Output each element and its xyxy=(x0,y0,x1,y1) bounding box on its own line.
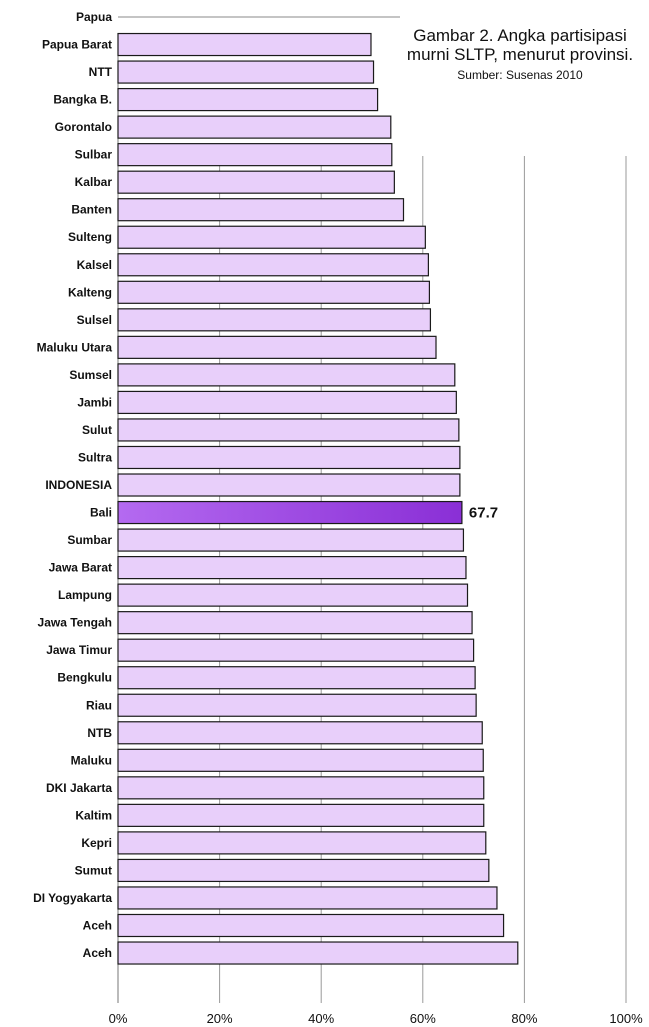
category-label: Aceh xyxy=(83,918,112,932)
bar xyxy=(117,611,473,635)
bar xyxy=(117,418,460,442)
category-label: Sulut xyxy=(82,423,112,437)
bar xyxy=(117,555,467,580)
bar xyxy=(117,308,432,332)
category-label: Maluku xyxy=(71,753,112,767)
category-label: Bengkulu xyxy=(57,671,112,685)
category-label: Maluku Utara xyxy=(37,340,113,354)
category-label: Papua Barat xyxy=(42,38,112,52)
category-label: Sulsel xyxy=(77,313,112,327)
x-tick-label: 0% xyxy=(109,1011,128,1026)
bar xyxy=(117,693,477,717)
category-label: DKI Jakarta xyxy=(46,781,112,795)
x-tick-label: 60% xyxy=(410,1011,436,1026)
x-tick-label: 40% xyxy=(308,1011,334,1026)
bar xyxy=(117,666,476,690)
bar xyxy=(117,583,469,607)
category-label: INDONESIA xyxy=(45,478,112,492)
category-label: Aceh xyxy=(83,946,112,960)
bar xyxy=(117,225,426,249)
category-label: Kepri xyxy=(81,836,112,850)
category-label: Banten xyxy=(71,203,112,217)
chart-title: Gambar 2. Angka partisipasi murni SLTP, … xyxy=(406,26,634,64)
category-label: Kalsel xyxy=(77,258,112,272)
category-label: NTB xyxy=(87,726,112,740)
category-label: Gorontalo xyxy=(55,120,112,134)
category-label: Papua xyxy=(76,10,112,24)
category-label: Sulbar xyxy=(75,148,113,162)
category-label: Jawa Barat xyxy=(49,561,112,575)
bar xyxy=(117,115,392,139)
bar xyxy=(117,143,393,167)
category-label: Jawa Timur xyxy=(46,643,112,657)
bar xyxy=(117,941,519,965)
bar xyxy=(117,87,379,112)
category-label: Jawa Tengah xyxy=(38,616,112,630)
category-label: Sumut xyxy=(75,863,112,877)
category-label: Lampung xyxy=(58,588,112,602)
bar xyxy=(117,280,431,304)
chart-caption: Gambar 2. Angka partisipasi murni SLTP, … xyxy=(402,26,638,82)
bar xyxy=(117,253,429,277)
bar xyxy=(117,858,490,883)
x-tick-label: 20% xyxy=(207,1011,233,1026)
category-labels: Papua Papua Barat NTT Bangka B. Gorontalo Sul… xyxy=(33,10,113,960)
bar xyxy=(117,721,483,745)
category-label: Kaltim xyxy=(75,808,112,822)
x-tick-label: 100% xyxy=(609,1011,643,1026)
bar xyxy=(117,198,405,222)
bar xyxy=(117,803,485,827)
bar xyxy=(117,748,484,772)
category-label: Kalbar xyxy=(75,175,113,189)
bar xyxy=(117,32,372,57)
bar xyxy=(117,528,465,552)
category-label: NTT xyxy=(89,65,113,79)
bar xyxy=(117,60,375,84)
category-label: Sulteng xyxy=(68,230,112,244)
bar-highlight xyxy=(117,500,463,525)
category-label: Jambi xyxy=(77,395,112,409)
bar xyxy=(117,390,457,415)
highlight-value-label: 67.7 xyxy=(469,505,498,522)
category-label: DI Yogyakarta xyxy=(33,891,112,905)
bar xyxy=(117,363,456,387)
bar xyxy=(117,831,487,855)
chart-subtitle: Sumber: Susenas 2010 xyxy=(457,68,583,82)
bar xyxy=(117,170,395,194)
x-tick-label: 80% xyxy=(511,1011,537,1026)
category-label: Bali xyxy=(90,506,112,520)
category-label: Kalteng xyxy=(68,285,112,299)
bar xyxy=(117,445,461,470)
category-label: Riau xyxy=(86,698,112,712)
category-label: Bangka B. xyxy=(53,93,112,107)
bar xyxy=(117,335,437,359)
bar xyxy=(117,638,475,662)
bar xyxy=(117,913,505,938)
bar xyxy=(117,776,485,800)
x-tick-labels: 0% 20% 40% 60% 80% 100% xyxy=(109,1011,643,1026)
category-label: Sumsel xyxy=(69,368,112,382)
bar xyxy=(117,886,498,910)
category-label: Sultra xyxy=(78,450,112,464)
category-label: Sumbar xyxy=(67,533,112,547)
bars xyxy=(117,16,519,965)
bar xyxy=(117,473,461,497)
